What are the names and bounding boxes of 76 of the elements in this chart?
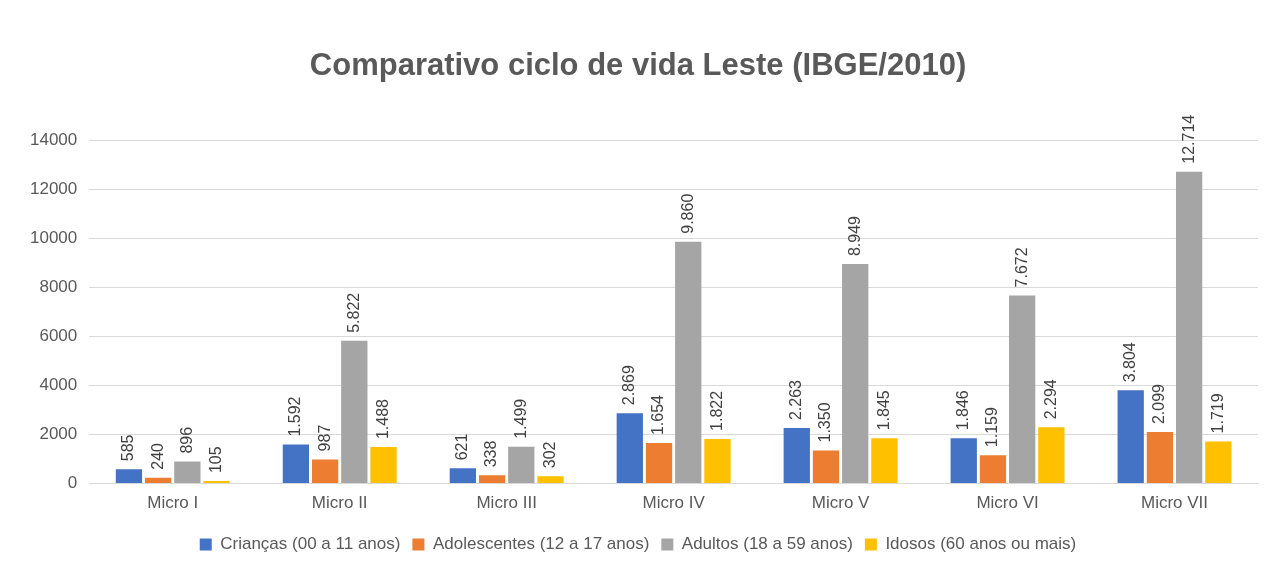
data-label: 3.804: [1121, 342, 1139, 383]
y-tick-label: 12000: [29, 178, 78, 198]
data-label: 896: [177, 426, 195, 454]
legend-label: Adultos (18 a 59 anos): [681, 534, 853, 554]
bar: [871, 438, 898, 484]
bar: [783, 428, 810, 484]
data-label: 1.499: [511, 398, 529, 439]
y-tick-label: 10000: [29, 228, 78, 247]
data-label: 987: [315, 424, 333, 452]
bar: [704, 438, 731, 484]
x-tick-label: Micro II: [311, 493, 368, 513]
x-tick-label: Micro V: [811, 493, 871, 513]
bar: [145, 477, 172, 484]
bar: [174, 461, 201, 484]
x-tick-label: Micro I: [147, 493, 199, 513]
x-tick-label: Micro VI: [976, 493, 1039, 513]
x-tick-label: Micro III: [476, 493, 537, 513]
data-label: 12.714: [1179, 114, 1197, 164]
data-label: 1.846: [954, 390, 972, 431]
bar: [1117, 390, 1144, 484]
x-tick-label: Micro IV: [642, 493, 706, 513]
bar: [979, 455, 1007, 484]
chart-title: Comparativo ciclo de vida Leste (IBGE/2010): [309, 47, 967, 83]
y-tick-label: 0: [67, 473, 78, 493]
bar: [1175, 171, 1203, 484]
bar: [1146, 432, 1174, 484]
data-label: 240: [148, 442, 166, 470]
data-label: 338: [482, 440, 500, 468]
data-label: 1.822: [707, 390, 725, 431]
data-label: 621: [453, 433, 471, 461]
data-label: 1.592: [286, 396, 304, 437]
bar: [203, 481, 230, 484]
bar: [370, 447, 397, 484]
data-label: 5.822: [344, 292, 362, 333]
data-label: 1.488: [373, 398, 391, 440]
y-tick-label: 14000: [29, 129, 78, 149]
y-tick-label: 6000: [39, 326, 78, 346]
data-label: 1.159: [983, 407, 1001, 448]
y-tick-label: 8000: [39, 277, 78, 297]
data-label: 9.860: [678, 193, 696, 234]
bar: [478, 475, 506, 484]
data-label: 585: [119, 434, 137, 462]
bar: [1205, 441, 1232, 484]
data-label: 7.672: [1012, 247, 1030, 288]
data-label: 1.350: [816, 402, 834, 443]
bar: [842, 264, 869, 484]
data-label: 2.869: [620, 365, 638, 406]
legend-label: Adolescentes (12 a 17 anos): [432, 534, 650, 554]
data-label: 302: [540, 441, 558, 469]
bar: [115, 469, 143, 484]
bar: [508, 446, 535, 484]
data-label: 105: [206, 446, 224, 474]
data-label: 2.294: [1041, 379, 1059, 420]
data-label: 1.654: [649, 394, 667, 436]
bar: [1009, 295, 1036, 484]
bar: [950, 438, 977, 484]
data-label: 2.263: [787, 379, 805, 421]
bar: [311, 459, 339, 484]
data-label: 2.099: [1150, 383, 1168, 425]
y-tick-label: 4000: [39, 375, 78, 395]
data-label: 8.949: [845, 215, 863, 257]
legend-label: Idosos (60 anos ou mais): [885, 534, 1077, 554]
bar: [812, 450, 840, 484]
bar: [1038, 427, 1065, 484]
bar: [449, 468, 476, 484]
bar: [282, 444, 310, 484]
x-tick-label: Micro VII: [1140, 493, 1209, 513]
data-label: 1.845: [874, 390, 892, 431]
bar: [616, 413, 643, 484]
data-label: 1.719: [1208, 393, 1226, 434]
bar: [645, 443, 673, 484]
bar: [675, 241, 702, 484]
bar: [537, 476, 564, 484]
y-tick-label: 2000: [39, 424, 78, 444]
legend-label: Crianças (00 a 11 anos): [220, 534, 401, 554]
bar: [341, 340, 368, 484]
